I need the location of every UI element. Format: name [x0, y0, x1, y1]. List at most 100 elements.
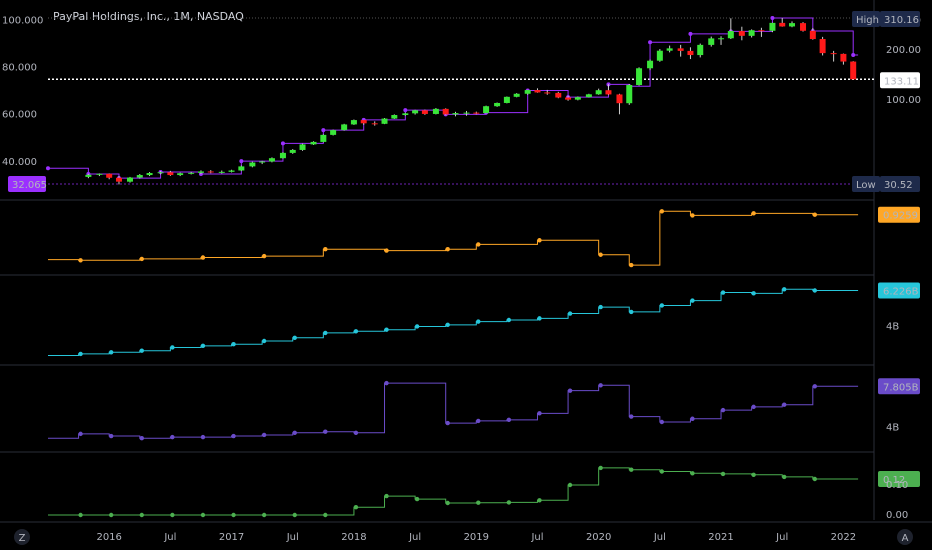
- indicator-point: [506, 317, 512, 323]
- indicator-point: [200, 512, 206, 518]
- candle: [402, 112, 409, 116]
- candle-body: [789, 23, 796, 27]
- candle-body: [330, 130, 337, 135]
- indicator-point: [200, 255, 206, 260]
- indicator-point: [78, 431, 83, 437]
- candle-body: [534, 90, 541, 93]
- indicator-point: [751, 472, 756, 477]
- highlow-step-point: [321, 128, 326, 133]
- candle-body: [106, 173, 113, 178]
- candle: [677, 44, 684, 57]
- candle: [574, 96, 581, 101]
- indicator-point: [812, 384, 818, 389]
- highlow-step-point: [770, 16, 775, 21]
- indicator-point: [139, 436, 144, 441]
- indicator-point: [384, 327, 389, 332]
- indicator-pane-3[interactable]: [48, 380, 859, 441]
- indicator-point: [537, 238, 542, 243]
- indicator-value-badge-bg: [878, 206, 920, 223]
- indicator-point: [384, 248, 389, 253]
- candle: [432, 108, 439, 115]
- candle: [789, 21, 796, 28]
- indicator-point: [445, 322, 450, 328]
- candle: [819, 36, 826, 56]
- candle: [249, 161, 256, 168]
- indicator-point: [323, 247, 328, 252]
- indicator-point: [78, 258, 83, 263]
- left-axis-tick: 100.000: [2, 15, 43, 26]
- indicator-pane-1[interactable]: [48, 209, 859, 268]
- zoom-button[interactable]: Z: [14, 529, 30, 545]
- candle-body: [188, 172, 195, 174]
- candle: [779, 18, 786, 27]
- candle-body: [708, 38, 715, 45]
- candle: [207, 170, 214, 174]
- indicator-point: [751, 291, 756, 296]
- indicator-point: [170, 512, 175, 518]
- indicator-axis-tick: 0.10: [886, 480, 908, 491]
- indicator-value-badge: 0.12: [883, 475, 905, 486]
- gridlines: [0, 0, 875, 520]
- candle-body: [157, 172, 164, 174]
- indicator-point: [139, 256, 144, 262]
- candle-body: [391, 115, 398, 119]
- price-pane[interactable]: [46, 16, 874, 185]
- candle-body: [289, 149, 296, 153]
- candle: [647, 59, 654, 71]
- low-value-bg: [880, 176, 920, 192]
- candle-body: [259, 161, 266, 163]
- candle-body: [779, 22, 786, 27]
- candle-body: [758, 30, 765, 32]
- candle-body: [177, 173, 184, 176]
- candle: [115, 176, 122, 185]
- indicator-point: [567, 388, 573, 393]
- candle-body: [207, 171, 214, 173]
- indicator-point: [445, 247, 450, 252]
- candle: [320, 134, 327, 143]
- candle: [758, 27, 765, 37]
- candle: [483, 105, 490, 114]
- candle-body: [146, 173, 153, 176]
- time-axis-label: 2020: [586, 532, 611, 543]
- candle-body: [381, 118, 388, 124]
- indicator-pane-2[interactable]: [48, 287, 859, 357]
- candle-body: [402, 113, 409, 116]
- candle-body: [565, 97, 572, 100]
- candle-body: [636, 68, 643, 86]
- time-axis-label: Jul: [163, 532, 176, 543]
- indicator-point: [812, 288, 818, 293]
- candle-body: [727, 31, 734, 39]
- candle: [524, 89, 531, 95]
- indicator-point: [323, 512, 328, 518]
- indicator-point: [292, 430, 297, 435]
- candle: [616, 93, 623, 115]
- candle: [188, 171, 195, 175]
- candle-body: [666, 48, 673, 51]
- candle: [330, 129, 337, 136]
- candle: [809, 28, 816, 40]
- auto-scale-button[interactable]: A: [897, 529, 913, 545]
- indicator-point: [231, 433, 236, 439]
- candle-body: [494, 102, 501, 107]
- indicator-value-badge: 0.9259: [883, 211, 918, 222]
- indicator-point: [720, 471, 726, 477]
- candle: [656, 49, 663, 62]
- candle: [748, 29, 755, 38]
- candle-body: [96, 173, 103, 175]
- candle: [157, 171, 164, 175]
- indicator-pane-4[interactable]: [48, 465, 859, 518]
- indicator-point: [720, 290, 726, 295]
- candle: [177, 172, 184, 177]
- candle-body: [310, 141, 317, 145]
- indicator-point: [414, 496, 420, 502]
- candle-body: [503, 96, 510, 103]
- candle: [697, 43, 704, 58]
- indicator-point: [108, 512, 114, 518]
- indicator-point: [567, 482, 573, 488]
- indicator-point: [261, 253, 267, 259]
- candle-body: [473, 112, 480, 114]
- indicator-axis-tick: 0.00: [886, 510, 908, 521]
- indicator-point: [231, 512, 236, 518]
- candle: [96, 173, 103, 177]
- time-axis-label: 2018: [341, 532, 366, 543]
